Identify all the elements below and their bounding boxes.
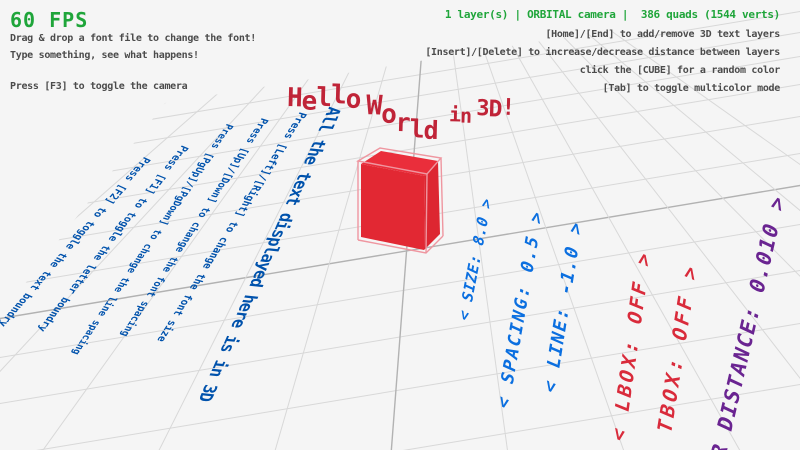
wave-letter: o <box>345 84 361 115</box>
hint-multicolor: [Tab] to toggle multicolor mode <box>602 83 781 94</box>
hint-dragdrop: Drag & drop a font file to change the fo… <box>10 33 256 44</box>
wave-letter: i <box>448 102 461 127</box>
wave-letter: l <box>315 82 332 114</box>
wave-letter: D <box>488 96 502 123</box>
wave-letter: e <box>301 86 317 117</box>
hint-layers: [Home]/[End] to add/remove 3D text layer… <box>545 29 780 40</box>
wave-letter: W <box>365 90 382 122</box>
wave-letter: l <box>409 114 424 144</box>
hint-layer-distance: [Insert]/[Delete] to increase/decrease d… <box>425 47 780 58</box>
hint-camera-toggle: Press [F3] to toggle the camera <box>10 81 188 92</box>
hud-left: Drag & drop a font file to change the fo… <box>10 33 256 98</box>
hud-right: 1 layer(s) | ORBITAL camera | 386 quads … <box>425 8 780 101</box>
red-cube[interactable] <box>356 147 444 254</box>
fps-counter: 60 FPS <box>10 8 89 32</box>
wave-letter: H <box>286 83 303 114</box>
wave-letter: l <box>330 80 347 111</box>
status-bar: 1 layer(s) | ORBITAL camera | 386 quads … <box>444 8 780 21</box>
wave-letter: n <box>459 103 472 128</box>
wave-letter: r <box>395 107 411 138</box>
cube-wireframe <box>356 147 444 254</box>
hint-cube-color: click the [CUBE] for a random color <box>579 65 781 76</box>
wave-letter: o <box>380 99 397 130</box>
hint-type: Type something, see what happens! <box>10 50 199 61</box>
wave-letter: d <box>423 115 439 145</box>
wave-letter: 3 <box>476 95 489 122</box>
